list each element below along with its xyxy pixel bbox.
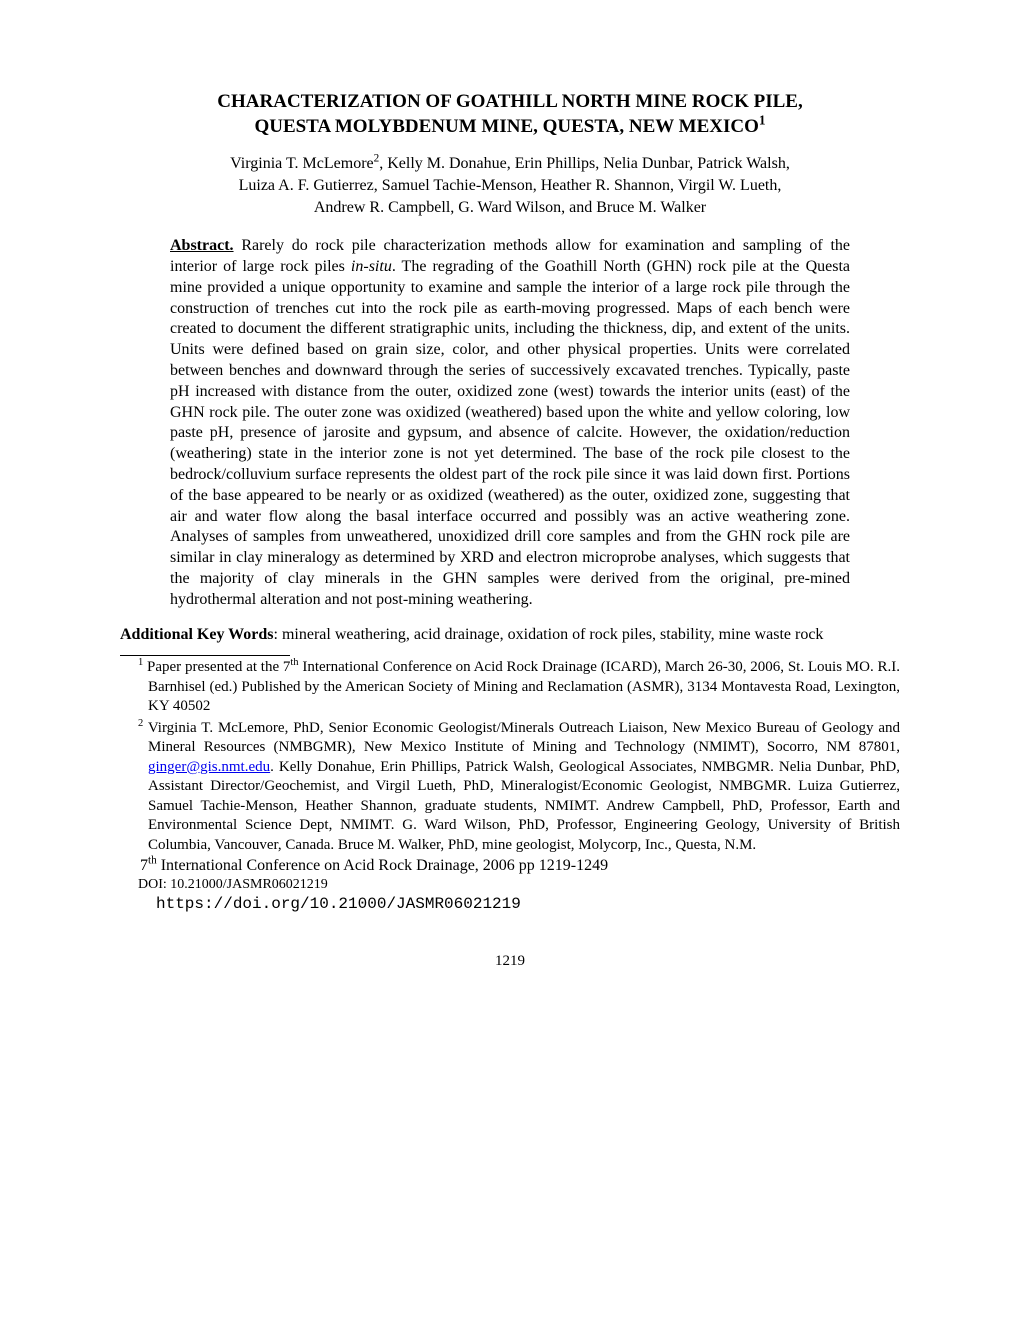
title-line-2: QUESTA MOLYBDENUM MINE, QUESTA, NEW MEXI…	[254, 116, 758, 137]
doi-url[interactable]: https://doi.org/10.21000/JASMR06021219	[156, 895, 521, 913]
footnote-separator	[120, 655, 290, 656]
title-superscript: 1	[759, 112, 766, 127]
abstract-label: Abstract.	[170, 237, 234, 254]
abstract-insitu: in-situ	[351, 258, 392, 275]
abstract-block: Abstract. Rarely do rock pile characteri…	[170, 236, 850, 610]
keywords-label: Additional Key Words	[120, 626, 274, 643]
page-number: 1219	[120, 953, 900, 970]
paper-title: CHARACTERIZATION OF GOATHILL NORTH MINE …	[120, 90, 900, 139]
author-line-3: Andrew R. Campbell, G. Ward Wilson, and …	[314, 199, 706, 216]
footnote-2-a: Virginia T. McLemore, PhD, Senior Econom…	[143, 720, 900, 756]
title-line-1: CHARACTERIZATION OF GOATHILL NORTH MINE …	[217, 91, 802, 112]
conference-line: 7th International Conference on Acid Roc…	[120, 857, 900, 875]
author-line-1b: , Kelly M. Donahue, Erin Phillips, Nelia…	[379, 155, 790, 172]
conf-th: th	[148, 855, 157, 867]
paper-page: CHARACTERIZATION OF GOATHILL NORTH MINE …	[0, 0, 1020, 1010]
footnote-1: 1 Paper presented at the 7th Internation…	[120, 658, 900, 717]
footnote-2: 2 Virginia T. McLemore, PhD, Senior Econ…	[120, 719, 900, 856]
doi-label: DOI: 10.21000/JASMR06021219	[120, 877, 900, 893]
author-line-1a: Virginia T. McLemore	[230, 155, 373, 172]
author-list: Virginia T. McLemore2, Kelly M. Donahue,…	[120, 153, 900, 218]
conf-b: International Conference on Acid Rock Dr…	[157, 857, 608, 874]
footnote-1-a: Paper presented at the 7	[143, 659, 290, 675]
footnote-1-th: th	[290, 657, 298, 668]
abstract-text-b: . The regrading of the Goathill North (G…	[170, 258, 850, 608]
author-line-2: Luiza A. F. Gutierrez, Samuel Tachie-Men…	[239, 177, 782, 194]
doi-link-line: https://doi.org/10.21000/JASMR06021219	[120, 895, 900, 913]
keywords-text: : mineral weathering, acid drainage, oxi…	[274, 626, 824, 643]
keywords-block: Additional Key Words: mineral weathering…	[120, 625, 900, 646]
author-email-link[interactable]: ginger@gis.nmt.edu	[148, 759, 270, 775]
conf-a: 7	[140, 857, 148, 874]
